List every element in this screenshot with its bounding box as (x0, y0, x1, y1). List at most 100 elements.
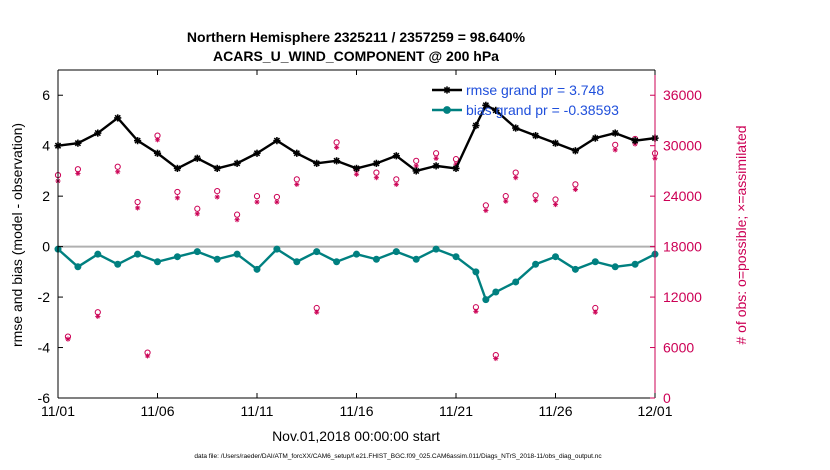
y-axis-label-left: rmse and bias (model - observation) (9, 123, 25, 347)
y-tick-label-right: 6000 (663, 340, 694, 356)
rmse-line (57, 104, 656, 173)
obs-assimilated-marker (572, 186, 578, 193)
chart-title-line-1: Northern Hemisphere 2325211 / 2357259 = … (187, 29, 526, 45)
legend-label: rmse grand pr = 3.748 (466, 82, 604, 98)
rmse-marker (412, 167, 420, 175)
y-tick-label-left: 2 (42, 188, 50, 204)
obs-assimilated-marker (144, 353, 151, 359)
rmse-marker (213, 164, 221, 172)
bias-marker (512, 278, 520, 286)
rmse-marker (173, 164, 181, 172)
axes: 11/01 11/06 11/11 11/16 11/21 11/26 12/01 -6 -4 -… (38, 69, 702, 419)
x-tick-label: 11/21 (439, 403, 473, 419)
rmse-marker (273, 137, 281, 145)
bias-marker (591, 258, 599, 266)
rmse-marker (153, 149, 162, 157)
obs-assimilated-marker (552, 201, 559, 208)
x-tick-label: 11/11 (241, 403, 274, 419)
obs-assimilated-marker (234, 217, 240, 223)
bias-marker (173, 253, 181, 261)
chart-title-line-2: ACARS_U_WIND_COMPONENT @ 200 hPa (213, 48, 499, 64)
bias-marker (74, 263, 82, 271)
obs-assimilated-marker (612, 147, 618, 153)
bias-marker (571, 265, 579, 273)
rmse-marker (94, 129, 102, 137)
bias-marker (452, 253, 460, 261)
y-tick-label-right: 24000 (663, 188, 702, 204)
y-tick-label-left: -6 (38, 390, 51, 406)
rmse-marker (532, 132, 540, 140)
legend: rmse grand pr = 3.748 bias grand pr = -0.… (432, 82, 619, 118)
x-tick-label: 11/06 (141, 403, 175, 419)
rmse-marker (551, 139, 560, 147)
rmse-marker (253, 149, 261, 157)
obs-assimilated-marker (154, 137, 161, 143)
bias-marker (154, 258, 161, 266)
legend-label: bias grand pr = -0.38593 (466, 102, 619, 118)
rmse-marker (134, 137, 142, 145)
obs-possible-marker (253, 193, 261, 200)
rmse-marker (571, 147, 579, 155)
obs-assimilated-marker (135, 205, 141, 211)
obs-assimilated-marker (254, 199, 260, 205)
bias-marker (333, 258, 341, 266)
y-tick-label-right: 0 (663, 390, 671, 406)
y-tick-label-left: -2 (38, 289, 51, 305)
bias-marker (412, 255, 420, 263)
bias-marker (482, 296, 490, 304)
x-axis-label: Nov.01,2018 00:00:00 start (272, 428, 440, 444)
obs-possible-marker (174, 188, 181, 196)
obs-assimilated-marker (592, 309, 598, 315)
obs-assimilated-marker (393, 181, 399, 187)
bias-marker (114, 260, 122, 268)
bias-marker (532, 260, 540, 268)
x-tick-label: 11/01 (41, 403, 75, 419)
bias-marker (293, 258, 301, 266)
rmse-marker (233, 159, 241, 167)
obs-assimilated-marker (174, 195, 180, 201)
y-tick-label-left: 6 (42, 87, 50, 103)
rmse-marker (611, 129, 619, 137)
bias-marker (631, 260, 639, 268)
x-tick-label: 12/01 (637, 403, 672, 419)
bias-marker (372, 255, 380, 263)
y-tick-label-right: 18000 (663, 239, 702, 255)
obs-assimilated-marker (274, 199, 280, 205)
rmse-marker (492, 106, 500, 114)
obs-assimilated-marker (214, 194, 220, 200)
y-tick-label-right: 12000 (663, 289, 702, 305)
bias-marker (134, 250, 142, 258)
bias-marker (273, 245, 281, 253)
obs-assimilated-marker (65, 336, 71, 342)
obs-assimilated-marker (353, 171, 360, 177)
rmse-marker (452, 164, 460, 172)
x-tick-label: 11/16 (340, 403, 374, 419)
rmse-marker (114, 114, 122, 122)
rmse-marker (432, 162, 440, 170)
obs-assimilated-marker (533, 197, 539, 203)
x-tick-label: 11/26 (539, 403, 573, 419)
bias-marker (552, 253, 559, 261)
rmse-marker (392, 152, 400, 160)
bias-marker (432, 245, 440, 253)
obs-possible-marker (134, 198, 141, 206)
plot-background (58, 70, 655, 398)
rmse-marker (482, 101, 490, 109)
bias-marker (492, 288, 500, 296)
y-axis-label-right: # of obs: o=possible; ×=assimilated (733, 125, 749, 344)
obs-assimilated-marker (473, 308, 479, 314)
y-tick-label-left: 4 (42, 138, 50, 154)
obs-assimilated-marker (95, 313, 101, 320)
y-tick-label-left: -4 (38, 340, 51, 356)
y-tick-label-right: 30000 (663, 138, 702, 154)
obs-possible-marker (214, 188, 221, 195)
obs-assimilated-marker (314, 309, 320, 315)
plot-area (58, 70, 655, 398)
legend-marker (443, 106, 451, 114)
rmse-marker (293, 149, 301, 157)
obs-assimilated-marker (75, 170, 81, 177)
obs-assimilated-marker (194, 211, 200, 217)
obs-assimilated-marker (433, 155, 439, 161)
obs-assimilated-marker (115, 169, 121, 175)
